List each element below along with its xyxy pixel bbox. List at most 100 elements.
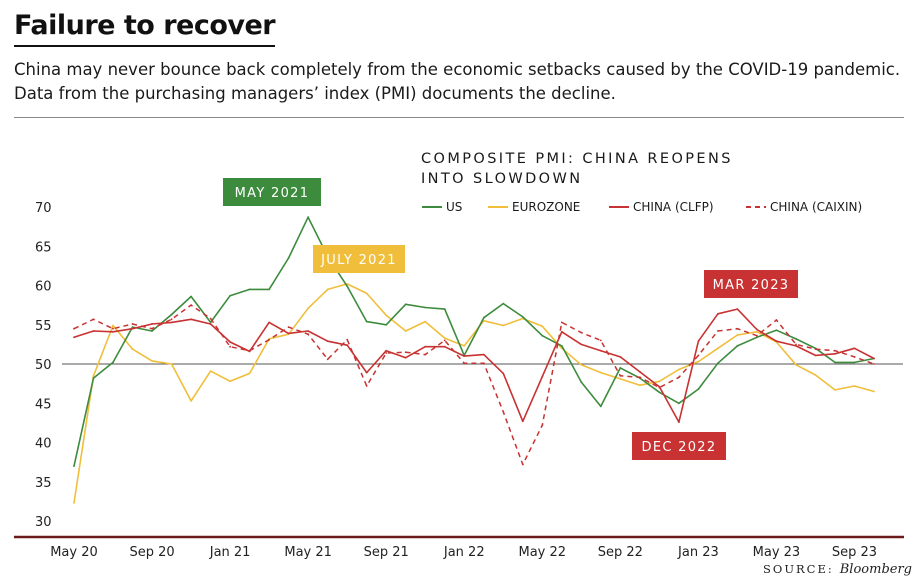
data-point-us [385,323,388,326]
data-point-china_caixin [190,304,193,306]
data-point-china_caixin [385,352,388,354]
data-point-china_caixin [639,376,641,379]
data-point-china_clfp [658,385,661,388]
data-point-china_caixin [756,334,758,337]
data-point-china_caixin [619,374,622,377]
data-point-us [795,338,797,340]
series-line-eurozone [73,283,875,504]
legend-label-eurozone: EUROZONE [512,200,580,214]
data-point-us [775,329,778,332]
annotation-label: MAR 2023 [713,278,790,293]
data-point-china_caixin [326,358,329,361]
data-point-china_caixin [502,411,505,413]
data-point-eurozone [599,371,602,374]
data-point-china_clfp [619,356,622,358]
y-tick-label: 65 [35,240,52,255]
data-point-us [502,302,505,305]
data-point-china_caixin [268,338,270,341]
data-point-us [697,388,700,390]
data-point-us [756,336,758,339]
annotation-callout: DEC 2022 [632,432,726,460]
legend-label-china_clfp: CHINA (CLFP) [633,200,714,214]
data-point-eurozone [170,363,173,365]
x-tick-label: May 23 [753,545,801,560]
data-point-china_caixin [209,317,212,320]
data-point-eurozone [443,337,446,339]
data-point-china_caixin [73,327,75,330]
data-point-china_caixin [560,321,563,324]
data-point-china_clfp [678,421,680,423]
data-point-china_clfp [112,330,114,333]
data-point-china_clfp [190,318,193,321]
data-point-china_clfp [580,343,583,346]
deck: China may never bounce back completely f… [14,60,901,103]
data-point-china_caixin [873,363,875,365]
data-point-china_caixin [365,385,368,387]
data-point-china_clfp [307,330,309,332]
annotation-callout: MAY 2021 [223,178,321,206]
data-point-china_caixin [697,354,700,357]
y-tick-label: 50 [35,358,52,373]
x-tick-label: Sep 23 [832,545,877,560]
data-point-us [73,465,75,467]
data-point-china_caixin [151,327,153,330]
x-tick-label: Sep 21 [364,545,409,560]
data-point-china_clfp [131,327,134,330]
series-line-china_caixin [73,304,875,466]
data-point-china_caixin [443,339,446,342]
data-point-china_caixin [463,362,466,365]
data-point-china_clfp [814,354,817,357]
data-point-eurozone [307,307,309,310]
data-point-eurozone [151,360,153,362]
x-tick-label: Sep 20 [129,545,174,560]
data-point-china_clfp [385,349,388,352]
data-point-eurozone [73,502,75,504]
data-point-china_caixin [834,349,836,352]
data-point-china_clfp [756,328,758,331]
data-point-eurozone [736,334,739,336]
data-point-china_clfp [443,345,446,348]
data-point-china_clfp [404,356,407,359]
data-point-us [365,320,368,323]
data-point-eurozone [873,390,875,393]
x-tick-label: May 21 [284,545,332,560]
data-point-china_caixin [131,323,134,325]
data-point-china_caixin [229,345,232,348]
data-point-eurozone [619,378,622,380]
data-point-us [482,316,485,319]
x-tick-label: Sep 22 [598,545,643,560]
data-point-china_clfp [209,323,212,325]
data-point-eurozone [463,345,466,347]
data-point-us [599,405,602,408]
data-point-us [541,334,544,337]
annotation-label: MAY 2021 [235,186,310,201]
data-point-china_clfp [541,375,544,378]
source-name: Bloomberg [839,562,912,577]
data-point-china_clfp [775,340,778,343]
data-point-china_caixin [112,327,114,330]
x-tick-label: Jan 21 [209,545,251,560]
data-point-us [151,330,153,332]
data-point-us [658,391,661,394]
data-point-china_clfp [151,323,153,325]
data-point-china_clfp [287,332,290,335]
data-point-china_caixin [775,319,778,321]
data-point-us [131,326,134,328]
data-point-china_clfp [229,341,232,343]
data-point-eurozone [326,288,329,291]
x-tick-label: May 22 [519,545,567,560]
data-point-eurozone [92,374,95,377]
y-tick-label: 70 [35,201,52,216]
data-point-china_clfp [853,347,856,350]
data-point-china_caixin [424,353,427,356]
data-point-china_clfp [639,371,641,373]
data-point-china_clfp [170,321,173,324]
data-point-china_caixin [482,362,485,365]
data-point-china_clfp [717,312,719,315]
header-rule [14,117,904,118]
data-point-eurozone [639,384,641,387]
data-point-china_caixin [92,318,95,321]
data-point-eurozone [365,292,368,295]
data-point-eurozone [697,360,700,363]
